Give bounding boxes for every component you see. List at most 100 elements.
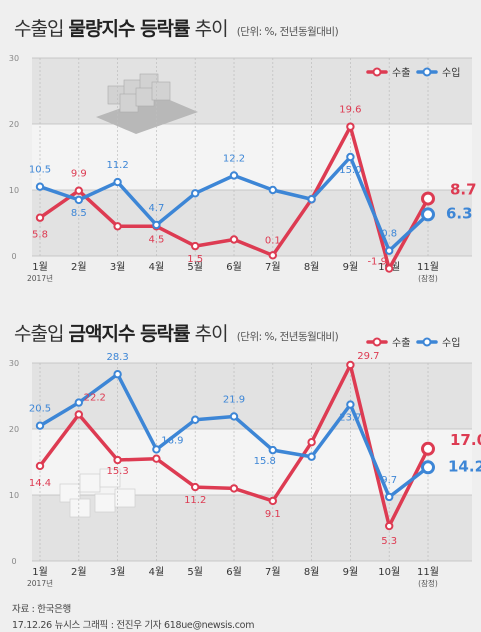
data-point-import xyxy=(74,398,84,407)
data-point-export xyxy=(191,241,200,251)
x-tick-label: 3월 xyxy=(110,566,126,578)
data-label-import: 15.8 xyxy=(254,456,276,467)
legend-marker-export xyxy=(372,337,382,347)
data-label-import: 12.2 xyxy=(223,153,245,164)
unit-label: (단위: %, 전년동월대비) xyxy=(236,331,339,343)
data-point-export xyxy=(191,482,200,492)
data-label-import: 4.7 xyxy=(148,203,164,214)
data-label-import: 10.5 xyxy=(29,165,51,176)
x-tick-label: 1월 xyxy=(32,261,48,273)
data-label-export: 9.1 xyxy=(265,509,281,520)
x-tick-label: 4월 xyxy=(149,261,165,273)
x-tick-label: 5월 xyxy=(187,261,203,273)
data-point-export xyxy=(268,251,277,260)
x-tick-label: 8월 xyxy=(304,261,320,273)
legend-label-import: 수입 xyxy=(442,336,460,349)
data-point-import xyxy=(35,182,45,191)
y-tick-label: 20 xyxy=(9,120,19,129)
x-prelim-label: (잠정) xyxy=(418,578,438,588)
x-tick-label: 7월 xyxy=(265,566,281,578)
data-label-export: 17.0 xyxy=(450,431,481,449)
data-label-export: 15.3 xyxy=(106,466,128,477)
x-tick-label: 9월 xyxy=(343,261,359,273)
title-tail: 추이 xyxy=(194,18,229,40)
data-label-export: 22.2 xyxy=(84,392,106,403)
data-point-import xyxy=(74,195,84,205)
data-label-export: 5.8 xyxy=(32,230,48,241)
data-label-import: 9.7 xyxy=(381,475,397,486)
data-label-import: 11.2 xyxy=(106,160,128,171)
data-label-export: 8.7 xyxy=(450,181,477,199)
title-bold: 금액지수 등락률 xyxy=(68,323,191,345)
plot-band xyxy=(32,58,472,124)
box-icon xyxy=(79,473,101,493)
box-icon xyxy=(94,493,116,513)
data-point-export xyxy=(421,191,435,206)
data-label-import: 6.3 xyxy=(446,204,473,222)
y-tick-label: 10 xyxy=(9,491,19,500)
pallet-top xyxy=(96,95,198,134)
credit-note: 17.12.26 뉴시스 그래픽 : 전진우 기자 618ue@newsis.c… xyxy=(12,620,255,631)
data-point-export xyxy=(113,455,122,465)
data-point-import xyxy=(113,177,122,187)
box-icon xyxy=(114,488,136,508)
data-label-import: 15.0 xyxy=(339,165,361,176)
chart-svg-volume: 30201001월2월3월4월5월6월7월8월9월10월11월2017년(잠정)… xyxy=(9,54,477,283)
x-tick-label: 11월 xyxy=(417,261,439,273)
data-label-export: 5.3 xyxy=(381,536,397,547)
data-point-import xyxy=(307,195,316,204)
data-point-import xyxy=(421,207,435,222)
data-point-export xyxy=(113,222,122,231)
data-label-import: 21.9 xyxy=(223,394,245,405)
data-label-export: 1.5 xyxy=(187,254,203,265)
data-label-export: 9.9 xyxy=(71,169,87,180)
chart-panel-volume: 수출입 물량지수 등락률 추이 (단위: %, 전년동월대비) 30 20 10 0 1… xyxy=(0,0,481,305)
data-point-import xyxy=(113,370,122,379)
title-bold: 물량지수 등락률 xyxy=(68,18,191,40)
data-point-import xyxy=(307,452,316,461)
chart-title-value: 수출입 금액지수 등락률 추이 (단위: %, 전년동월대비) xyxy=(14,319,339,346)
data-point-import xyxy=(421,460,435,475)
y-tick-label: 10 xyxy=(9,186,19,195)
box-icon xyxy=(69,498,91,518)
data-point-import xyxy=(152,220,161,230)
data-point-export xyxy=(152,454,161,463)
x-tick-label: 8월 xyxy=(304,566,320,578)
data-point-export xyxy=(35,461,45,471)
data-label-import: 16.9 xyxy=(161,435,183,446)
chart-title-volume: 수출입 물량지수 등락률 추이 (단위: %, 전년동월대비) xyxy=(14,14,339,41)
legend: 수출 수입 xyxy=(366,66,460,79)
data-point-export xyxy=(74,186,84,195)
boxes-illustration xyxy=(96,73,198,134)
legend: 수출 수입 xyxy=(366,336,460,349)
x-tick-label: 10월 xyxy=(378,566,400,578)
data-point-export xyxy=(346,122,355,131)
box-icon xyxy=(119,93,139,113)
plot-band xyxy=(32,124,472,190)
data-point-import xyxy=(229,412,239,421)
y-tick-label: 0 xyxy=(11,252,16,261)
data-point-import xyxy=(346,400,355,409)
data-label-export: 11.2 xyxy=(184,495,206,506)
data-point-export xyxy=(74,410,84,419)
plot-band xyxy=(32,363,472,429)
data-label-import: 8.5 xyxy=(71,208,87,219)
box-icon xyxy=(99,468,121,488)
data-label-export: -1.9 xyxy=(367,257,387,268)
data-label-import: 0.8 xyxy=(381,229,397,240)
data-point-export xyxy=(35,213,45,222)
data-label-import: 20.5 xyxy=(29,404,51,415)
x-year-label: 2017년 xyxy=(27,578,53,588)
data-point-export xyxy=(385,264,394,273)
data-point-import xyxy=(191,415,200,424)
data-point-export xyxy=(229,235,239,244)
data-label-export: 0.1 xyxy=(265,235,281,246)
title-tail: 추이 xyxy=(194,323,229,345)
data-label-export: 4.5 xyxy=(148,234,164,245)
data-point-export xyxy=(229,484,239,493)
x-tick-label: 7월 xyxy=(265,261,281,273)
legend-label-import: 수입 xyxy=(442,66,460,79)
x-tick-label: 4월 xyxy=(149,566,165,578)
legend-marker-import xyxy=(422,337,432,347)
y-tick-label: 0 xyxy=(11,557,16,566)
